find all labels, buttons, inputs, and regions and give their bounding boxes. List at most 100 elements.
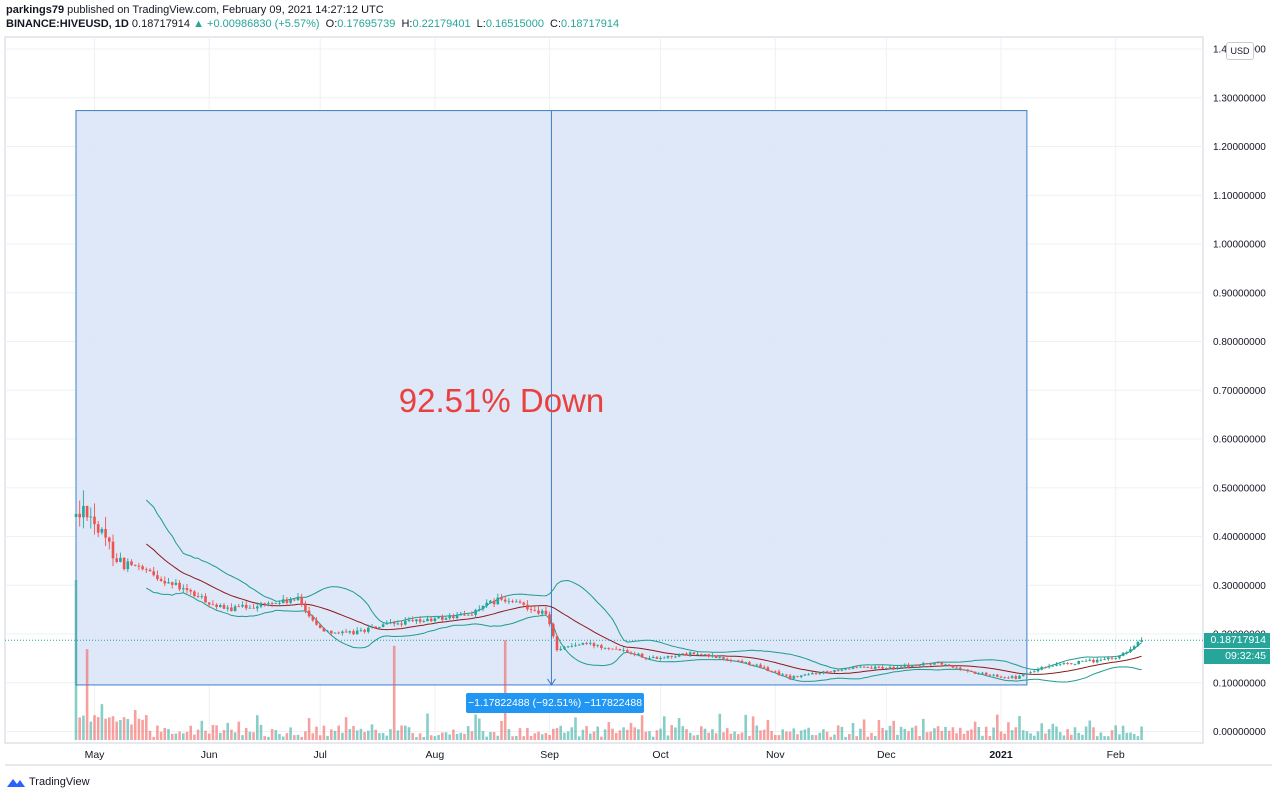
volume-bar: [500, 720, 503, 740]
open-key: O:: [325, 18, 338, 30]
candle-body: [1095, 659, 1099, 663]
volume-bar: [966, 730, 969, 740]
volume-bar: [1070, 734, 1073, 740]
volume-bar: [977, 727, 981, 740]
symbol-label[interactable]: BINANCE:HIVEUSD, 1D: [6, 18, 129, 30]
candle-body: [700, 653, 703, 655]
candle-body: [777, 671, 781, 675]
volume-bar: [592, 731, 596, 740]
volume-bar: [648, 731, 651, 740]
volume-bar: [659, 728, 662, 740]
volume-bar: [185, 731, 189, 740]
candle-body: [263, 603, 266, 604]
volume-bar: [896, 734, 899, 740]
volume-bar: [640, 715, 644, 740]
volume-bar: [829, 736, 833, 740]
candle-body: [215, 604, 218, 608]
candle-body: [607, 647, 611, 649]
volume-bar: [222, 730, 226, 740]
volume-bar: [607, 722, 611, 740]
volume-bar: [274, 730, 278, 740]
volume-bar: [848, 734, 851, 740]
close-key: C:: [550, 18, 562, 30]
candle-body: [1040, 667, 1043, 670]
volume-bar: [933, 728, 936, 740]
volume-bar: [374, 729, 377, 740]
candle-body: [755, 664, 759, 666]
volume-bar: [555, 728, 559, 740]
candle-body: [663, 657, 666, 659]
volume-bar: [766, 720, 770, 740]
candle-body: [851, 666, 855, 669]
close-value: 0.18717914: [561, 18, 620, 30]
volume-bar: [1021, 730, 1025, 740]
volume-bar: [293, 735, 296, 740]
candle-body: [100, 529, 104, 533]
volume-bar: [244, 728, 248, 740]
currency-tag[interactable]: USD: [1226, 42, 1254, 60]
volume-bar: [522, 736, 525, 740]
candle-body: [330, 630, 333, 634]
candle-body: [1114, 658, 1117, 660]
candle-body: [267, 602, 270, 604]
candle-body: [211, 604, 215, 606]
candle-body: [204, 596, 207, 603]
volume-bar: [984, 726, 988, 740]
volume-bar: [663, 716, 666, 740]
annotation-text: 92.51% Down: [399, 382, 604, 419]
candle-body: [318, 624, 322, 629]
x-axis-ticks: May Jun Jul Aug Sep Oct Nov Dec 2021 Feb: [85, 749, 1125, 761]
volume-bar: [230, 729, 233, 740]
volume-bar: [444, 732, 448, 740]
countdown-tag: 09:32:45: [1204, 649, 1270, 665]
volume-bar: [992, 727, 995, 740]
candle-body: [1132, 646, 1136, 650]
volume-bar: [1014, 727, 1018, 740]
volume-bar: [696, 734, 699, 740]
candle-body: [829, 671, 833, 673]
author-name[interactable]: parkings79: [6, 4, 65, 16]
candle-body: [1099, 659, 1103, 661]
low-value: 0.16515000: [485, 18, 544, 30]
candle-body: [529, 609, 533, 611]
candle-body: [844, 668, 847, 670]
volume-bar: [478, 718, 481, 740]
volume-bar: [200, 720, 204, 740]
candle-body: [737, 660, 740, 662]
candle-body: [381, 624, 385, 627]
candle-body: [322, 628, 326, 632]
candle-body: [407, 620, 411, 622]
candle-body: [200, 596, 204, 597]
x-tick-label: Jun: [201, 749, 218, 761]
candle-body: [115, 558, 118, 562]
volume-bar: [496, 735, 500, 740]
volume-bar: [304, 731, 307, 740]
candle-body: [681, 653, 685, 655]
candle-body: [792, 676, 796, 679]
candle-body: [873, 666, 877, 669]
candle-body: [581, 642, 585, 645]
volume-bar: [1058, 732, 1062, 740]
candle-body: [82, 505, 85, 518]
candle-body: [774, 671, 777, 673]
volume-bar: [914, 725, 918, 740]
last-price-label: 0.18717914: [131, 18, 191, 30]
volume-bar: [999, 731, 1003, 740]
volume-bar: [278, 733, 281, 740]
volume-bar: [622, 727, 625, 740]
volume-bar: [219, 732, 222, 740]
footer-brand[interactable]: TradingView: [6, 775, 90, 789]
volume-bar: [651, 736, 655, 740]
volume-bar: [796, 734, 799, 740]
volume-bar: [148, 730, 152, 740]
candle-body: [970, 671, 973, 672]
candle-body: [415, 619, 418, 622]
candle-body: [1010, 676, 1014, 678]
volume-bar: [574, 717, 577, 740]
volume-bar: [929, 731, 932, 740]
volume-bar: [341, 732, 344, 740]
volume-bar: [711, 729, 714, 740]
volume-bar: [1136, 736, 1140, 740]
volume-bar: [1132, 733, 1136, 740]
